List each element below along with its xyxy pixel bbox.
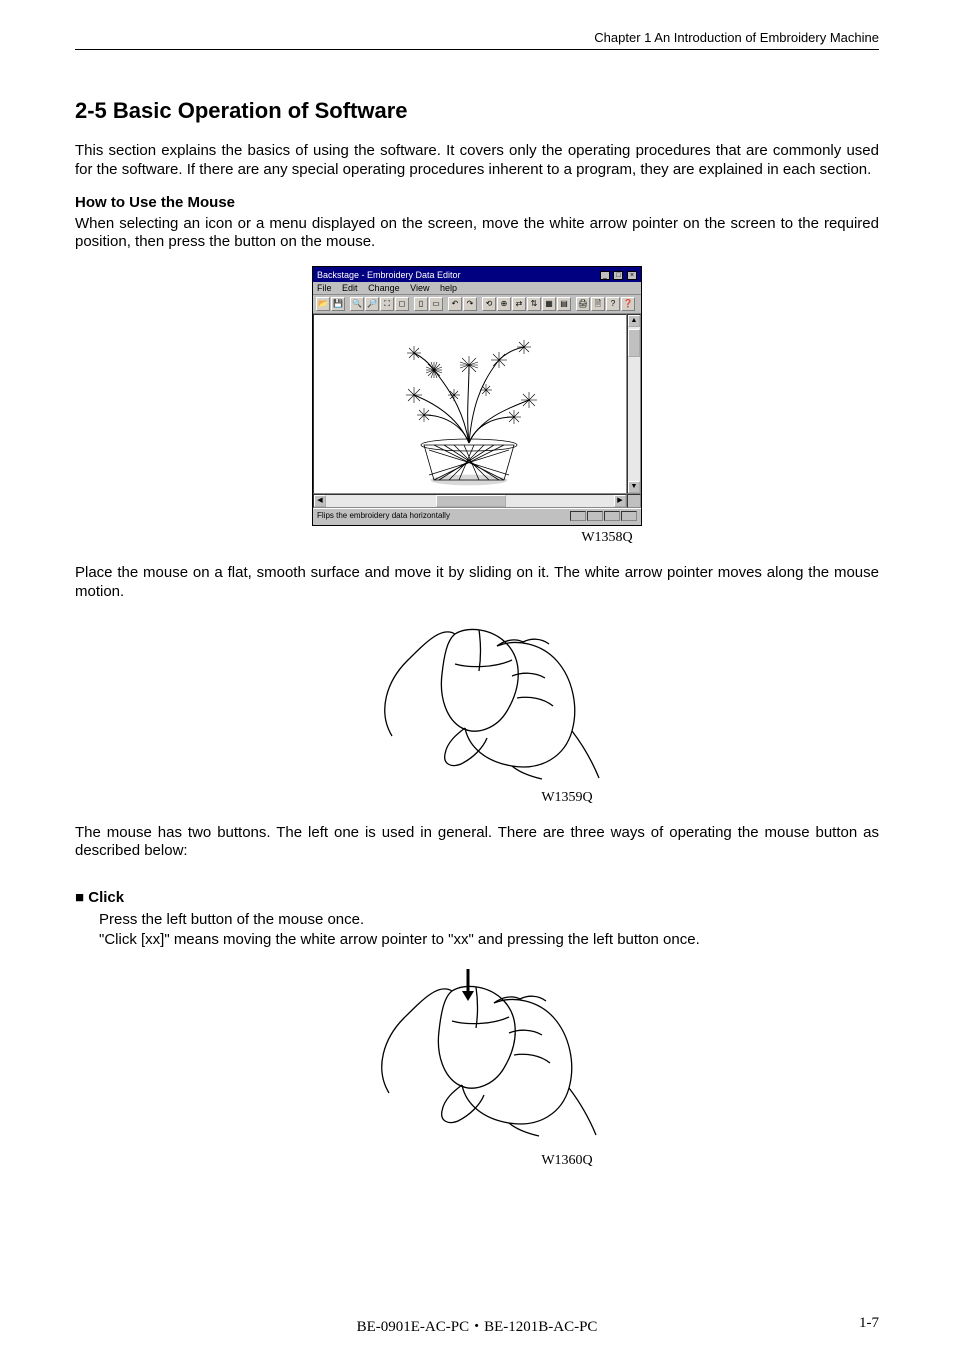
click-line-2: "Click [xx]" means moving the white arro… [99, 930, 879, 950]
figure-screenshot: Backstage - Embroidery Data Editor _ □ ×… [75, 266, 879, 526]
click-label: Click [88, 889, 124, 906]
toolbar-select-icon[interactable]: ▯ [414, 297, 428, 311]
toolbar-redo-icon[interactable]: ↷ [463, 297, 477, 311]
toolbar-center-icon[interactable]: ⊕ [497, 297, 511, 311]
close-icon[interactable]: × [627, 271, 637, 280]
scroll-down-icon[interactable]: ▼ [628, 481, 640, 493]
menu-view[interactable]: View [410, 283, 429, 293]
scroll-corner [627, 494, 641, 508]
figure2-caption: W1359Q [75, 790, 879, 806]
mouse-para-3: The mouse has two buttons. The left one … [75, 824, 879, 862]
toolbar-color-icon[interactable]: ▤ [557, 297, 571, 311]
hand-mouse-slide-icon [347, 616, 607, 781]
toolbar-open-icon[interactable]: 📂 [316, 297, 330, 311]
mouse-heading: How to Use the Mouse [75, 194, 879, 211]
figure1-caption: W1358Q [75, 530, 879, 546]
status-bar: Flips the embroidery data horizontally [313, 508, 641, 525]
figure-hand-slide [75, 616, 879, 786]
toolbar-help-icon[interactable]: ? [606, 297, 620, 311]
status-text: Flips the embroidery data horizontally [317, 511, 450, 523]
menu-help[interactable]: help [440, 283, 457, 293]
toolbar-fit-icon[interactable]: ⛶ [380, 297, 394, 311]
figure3-caption: W1360Q [75, 1153, 879, 1169]
canvas-area[interactable] [313, 314, 627, 494]
footer-center: BE-0901E-AC-PC・BE-1201B-AC-PC [75, 1315, 879, 1336]
toolbar-fliph-icon[interactable]: ⇄ [512, 297, 526, 311]
click-line-1: Press the left button of the mouse once. [99, 910, 879, 930]
window-titlebar: Backstage - Embroidery Data Editor _ □ × [313, 267, 641, 282]
window-buttons: _ □ × [599, 269, 637, 280]
menu-edit[interactable]: Edit [342, 283, 358, 293]
toolbar-move-icon[interactable]: ▭ [429, 297, 443, 311]
scroll-thumb-h[interactable] [436, 495, 506, 507]
page-header: Chapter 1 An Introduction of Embroidery … [75, 30, 879, 50]
toolbar-zoomin-icon[interactable]: 🔍 [350, 297, 364, 311]
click-description: Press the left button of the mouse once.… [99, 910, 879, 949]
toolbar-actual-icon[interactable]: ◻ [395, 297, 409, 311]
intro-paragraph: This section explains the basics of usin… [75, 142, 879, 180]
figure-hand-click [75, 969, 879, 1149]
toolbar-whatsthis-icon[interactable]: ❓ [621, 297, 635, 311]
toolbar-flipv-icon[interactable]: ⇅ [527, 297, 541, 311]
toolbar-print-icon[interactable]: 🖨 [576, 297, 590, 311]
toolbar-zoomout-icon[interactable]: 🔎 [365, 297, 379, 311]
toolbar-rotate-icon[interactable]: ⟲ [482, 297, 496, 311]
chapter-text: Chapter 1 An Introduction of Embroidery … [594, 30, 879, 45]
embroidery-design-icon [314, 315, 627, 494]
section-title: 2-5 Basic Operation of Software [75, 98, 879, 124]
scroll-up-icon[interactable]: ▲ [628, 315, 640, 327]
maximize-icon[interactable]: □ [613, 271, 623, 280]
horizontal-scrollbar[interactable]: ◀ ▶ [313, 494, 627, 508]
menu-file[interactable]: File [317, 283, 332, 293]
menu-bar: File Edit Change View help [313, 282, 641, 295]
toolbar-grid-icon[interactable]: ▦ [542, 297, 556, 311]
click-heading: ■ Click [75, 889, 879, 906]
status-cells [569, 511, 637, 523]
menu-change[interactable]: Change [368, 283, 400, 293]
toolbar: 📂 💾 🔍 🔎 ⛶ ◻ ▯ ▭ ↶ ↷ ⟲ ⊕ ⇄ ⇅ ▦ ▤ [313, 295, 641, 314]
toolbar-undo-icon[interactable]: ↶ [448, 297, 462, 311]
scroll-right-icon[interactable]: ▶ [614, 495, 626, 507]
window-title: Backstage - Embroidery Data Editor [317, 270, 461, 280]
toolbar-save-icon[interactable]: 💾 [331, 297, 345, 311]
footer-page-number: 1-7 [859, 1315, 879, 1332]
vertical-scrollbar[interactable]: ▲ ▼ [627, 314, 641, 494]
minimize-icon[interactable]: _ [600, 271, 610, 280]
embroidery-editor-window: Backstage - Embroidery Data Editor _ □ ×… [312, 266, 642, 526]
mouse-para-2: Place the mouse on a flat, smooth surfac… [75, 564, 879, 602]
scroll-thumb[interactable] [628, 329, 640, 357]
toolbar-preview-icon[interactable]: 🗎 [591, 297, 605, 311]
scroll-left-icon[interactable]: ◀ [314, 495, 326, 507]
mouse-para-1: When selecting an icon or a menu display… [75, 215, 879, 253]
hand-mouse-click-icon [347, 969, 607, 1144]
